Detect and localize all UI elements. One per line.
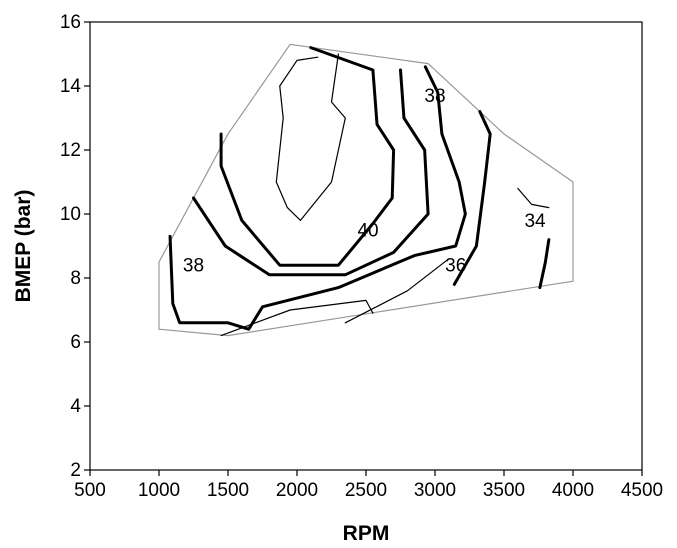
contour-line-37 bbox=[220, 299, 374, 337]
x-tick-label: 4000 bbox=[552, 480, 594, 501]
y-tick-label: 6 bbox=[70, 332, 81, 353]
contour-line-35-5 bbox=[344, 258, 450, 324]
contour-line-34-5 bbox=[517, 187, 550, 209]
x-tick-label: 1000 bbox=[138, 480, 180, 501]
contour-line-40 bbox=[219, 46, 396, 267]
contour-line-38 bbox=[192, 68, 430, 277]
axis-ticks: 500 1000 1500 2000 2500 3000 3500 4000 4500 2 4 6 8 1… bbox=[60, 12, 663, 501]
x-tick-label: 500 bbox=[74, 480, 106, 501]
x-tick-label: 3500 bbox=[483, 480, 525, 501]
y-tick-label: 10 bbox=[60, 204, 81, 225]
y-tick-label: 12 bbox=[60, 140, 81, 161]
y-tick-label: 4 bbox=[70, 396, 81, 417]
contour-label-36: 36 bbox=[445, 256, 466, 277]
contour-line-35 bbox=[452, 110, 492, 286]
x-axis-title: RPM bbox=[343, 522, 390, 545]
boundary-outline bbox=[158, 43, 574, 337]
contour-line-34 bbox=[538, 238, 551, 290]
x-tick-label: 2500 bbox=[345, 480, 387, 501]
y-tick-label: 8 bbox=[70, 268, 81, 289]
y-tick-label: 2 bbox=[70, 460, 81, 481]
x-tick-label: 1500 bbox=[207, 480, 249, 501]
x-tick-label: 4500 bbox=[621, 480, 663, 501]
y-axis-title: BMEP (bar) bbox=[12, 190, 35, 303]
contour-label-38-upper: 38 bbox=[424, 86, 445, 107]
contour-label-40: 40 bbox=[357, 220, 378, 241]
contour-label-34: 34 bbox=[524, 211, 546, 232]
contour-line-36 bbox=[168, 65, 467, 331]
data-boundary bbox=[158, 43, 574, 337]
y-tick-label: 16 bbox=[60, 12, 81, 33]
contour-lines bbox=[168, 46, 551, 337]
x-tick-label: 2000 bbox=[276, 480, 318, 501]
y-tick-label: 14 bbox=[60, 76, 82, 97]
contour-labels: 34 36 38 40 38 bbox=[183, 86, 546, 277]
contour-label-38: 38 bbox=[183, 256, 204, 277]
contour-line-41 bbox=[275, 53, 346, 221]
x-tick-label: 3000 bbox=[414, 480, 456, 501]
plot-frame bbox=[89, 21, 643, 471]
